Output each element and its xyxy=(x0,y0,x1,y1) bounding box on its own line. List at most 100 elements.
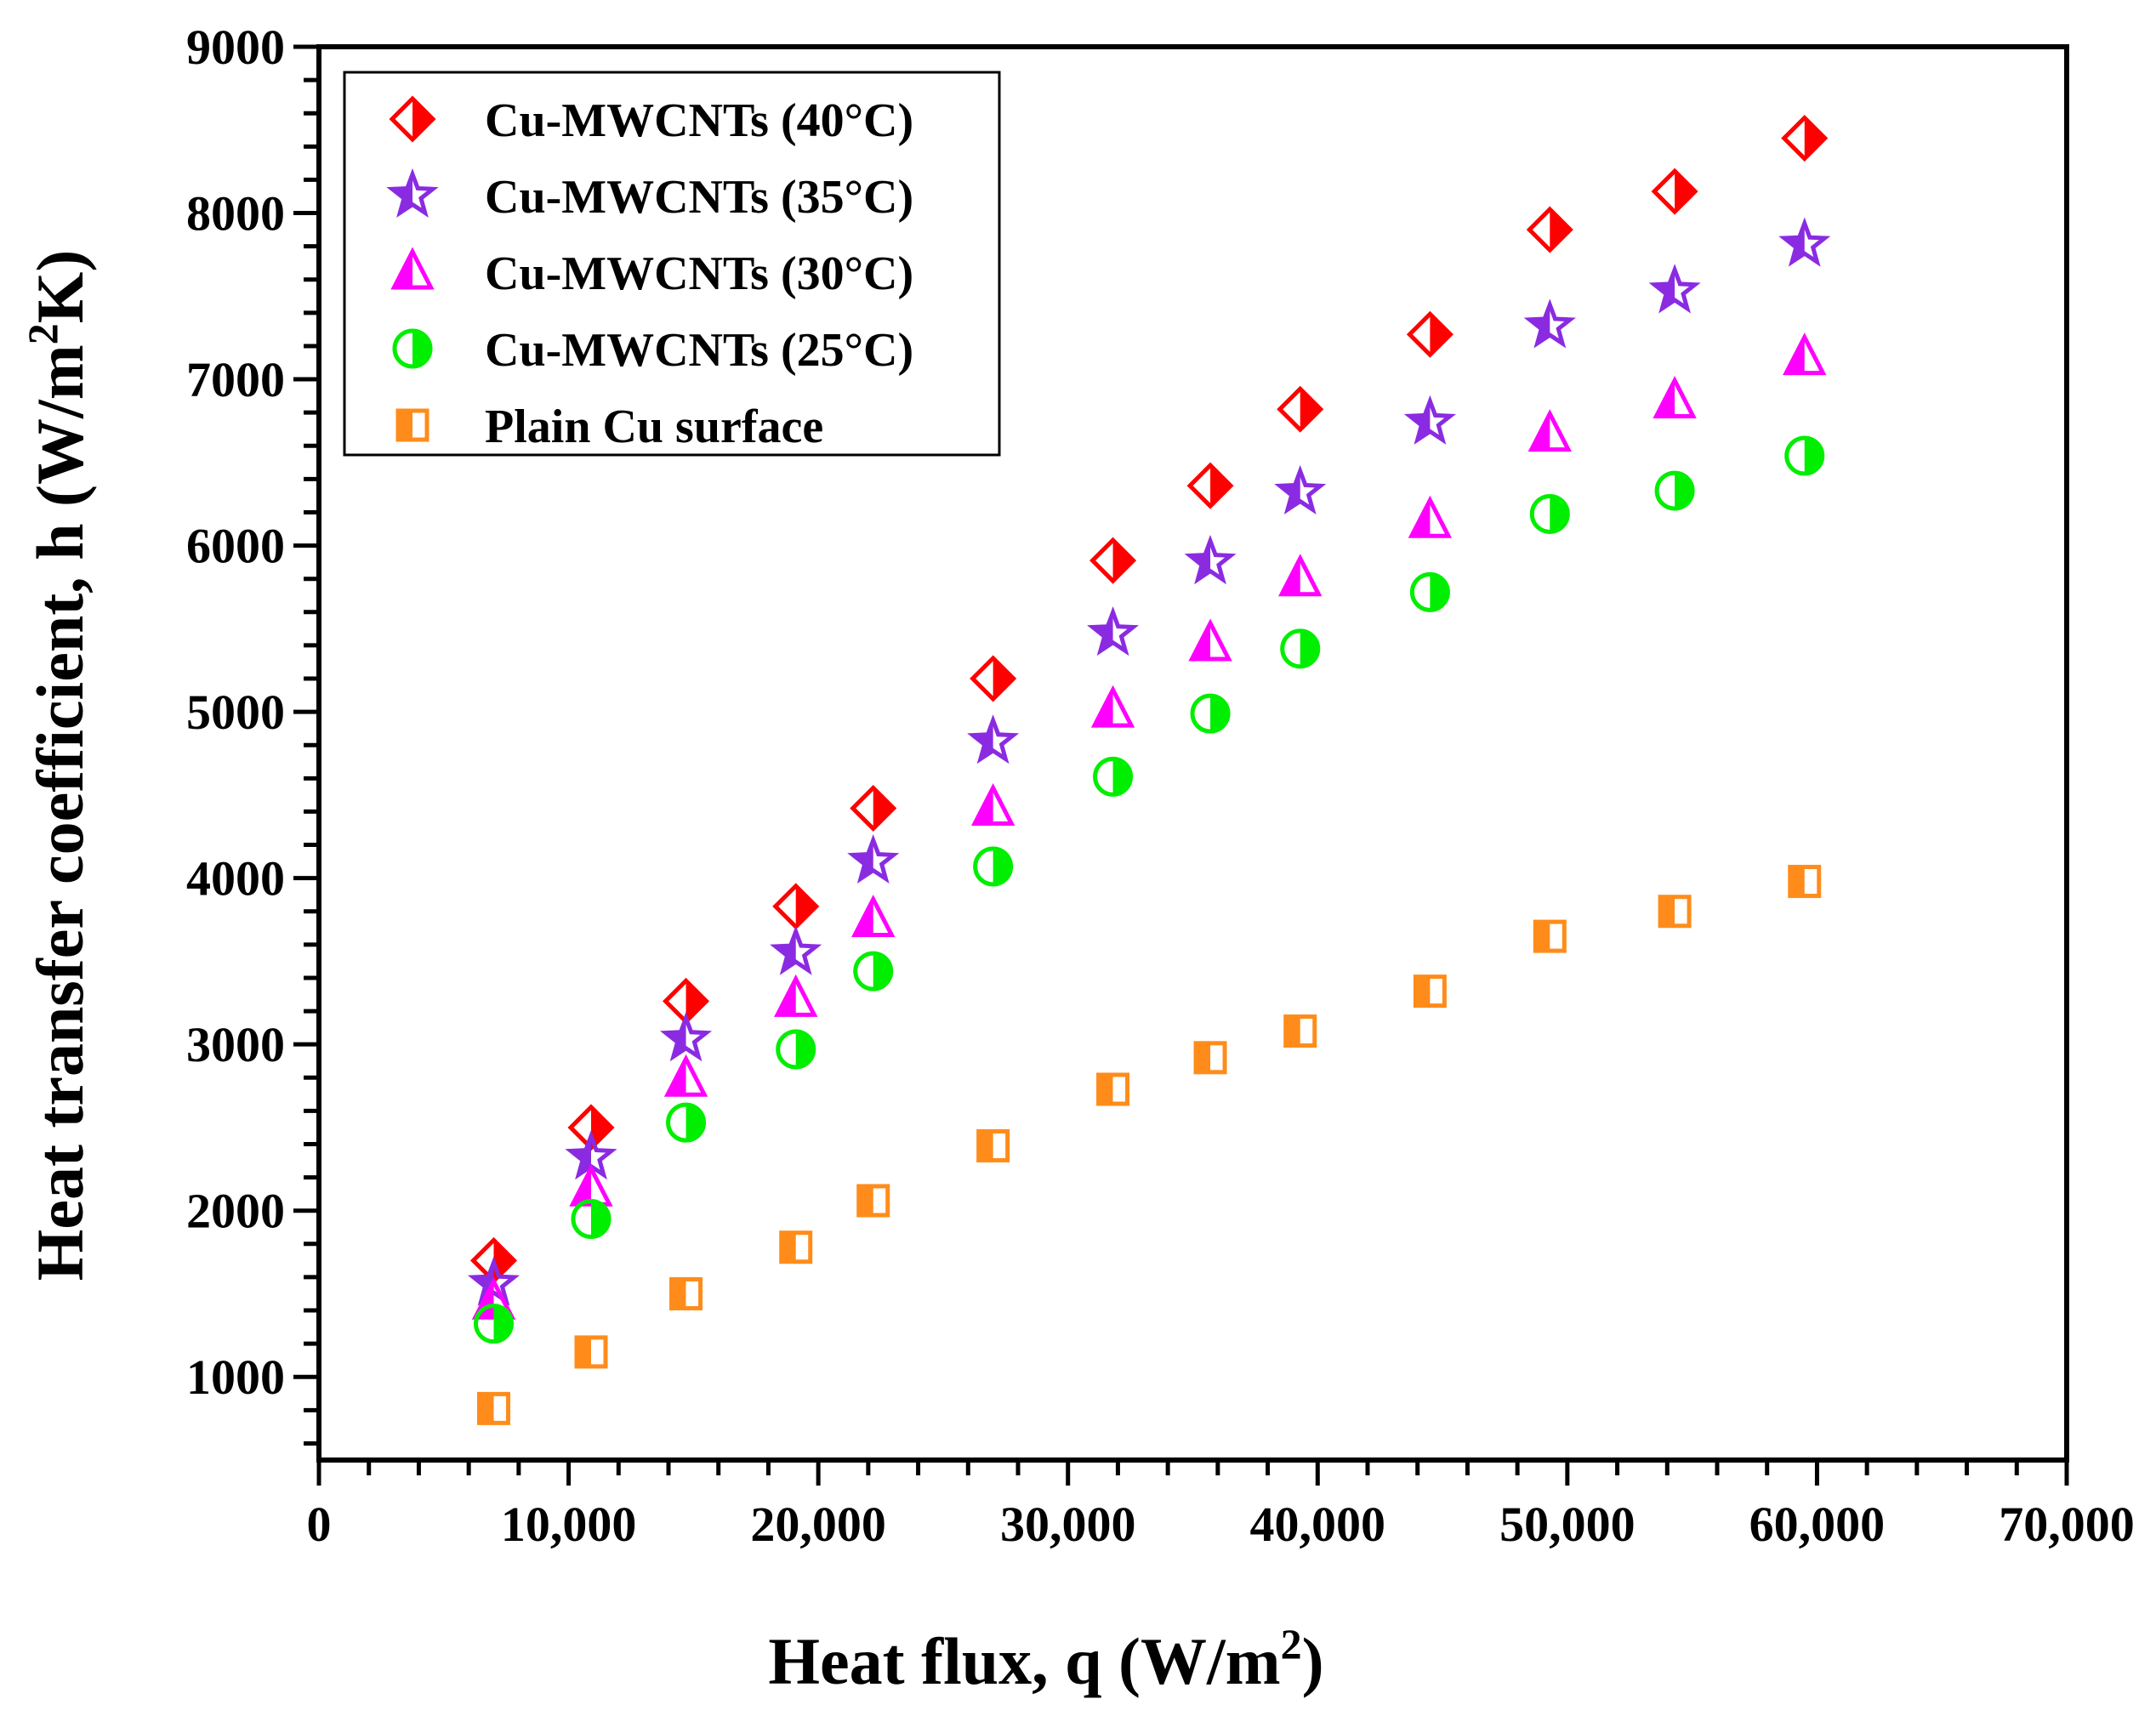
marker-fill xyxy=(1098,1074,1113,1104)
marker-outline xyxy=(770,925,822,975)
axes-group: 0 10,000 20,000 30,000 40,000 50,000 60,000 70,… xyxy=(186,20,2135,1552)
data-point xyxy=(1096,1072,1130,1106)
x-tick-label: 40,000 xyxy=(1250,1497,1386,1552)
marker-fill xyxy=(1789,867,1805,896)
y-tick-label: 7000 xyxy=(186,352,285,407)
marker-fill xyxy=(978,1131,993,1161)
data-point xyxy=(1778,217,1831,267)
data-points-group xyxy=(467,115,1831,1425)
marker-outline xyxy=(389,95,436,143)
marker-fill xyxy=(1192,622,1211,659)
data-point xyxy=(1408,495,1453,538)
marker-outline xyxy=(390,247,435,290)
marker-outline xyxy=(1778,217,1831,267)
y-axis-title: Heat transfer coefficient, h (W/m2K) xyxy=(19,250,97,1281)
marker-fill xyxy=(1531,413,1550,450)
data-point xyxy=(1406,310,1453,358)
marker-outline xyxy=(1653,376,1697,418)
marker-fill xyxy=(781,1232,796,1262)
data-point xyxy=(1283,1014,1317,1048)
marker-outline xyxy=(669,1276,703,1310)
marker-outline xyxy=(1408,495,1453,538)
y-tick-label: 2000 xyxy=(186,1184,285,1239)
marker-fill xyxy=(1654,270,1675,309)
marker-fill xyxy=(1535,922,1550,952)
data-point xyxy=(856,1184,890,1218)
data-point xyxy=(1529,493,1570,534)
marker-fill xyxy=(1784,223,1805,262)
data-point xyxy=(1274,464,1327,514)
marker-outline xyxy=(1523,298,1576,349)
marker-outline xyxy=(1087,606,1140,656)
data-point xyxy=(973,846,1014,887)
x-tick-label: 20,000 xyxy=(750,1497,886,1552)
marker-outline xyxy=(1648,264,1701,314)
marker-outline xyxy=(1184,534,1237,585)
data-point xyxy=(660,1012,713,1062)
y-tick-label: 1000 xyxy=(186,1350,285,1405)
legend: Cu-MWCNTs (40°C) Cu-MWCNTs (35°C) Cu-MWCNT… xyxy=(343,71,1001,457)
data-point xyxy=(970,655,1017,702)
marker-fill xyxy=(671,1279,686,1309)
marker-outline xyxy=(1280,628,1321,669)
marker-outline xyxy=(970,655,1017,702)
marker-fill xyxy=(1094,690,1113,726)
marker-outline xyxy=(850,784,897,832)
data-point xyxy=(1087,606,1140,656)
marker-outline xyxy=(1413,974,1447,1009)
y-tick-label: 3000 xyxy=(186,1017,285,1072)
data-point xyxy=(1783,332,1827,376)
data-point xyxy=(666,1102,707,1143)
data-point xyxy=(1093,756,1134,797)
legend-label: Plain Cu surface xyxy=(485,401,823,453)
marker-fill xyxy=(590,1106,612,1148)
marker-fill xyxy=(777,979,796,1015)
marker-fill xyxy=(412,99,433,139)
marker-outline xyxy=(395,408,429,442)
data-point xyxy=(1277,385,1324,433)
marker-fill xyxy=(1282,558,1300,594)
marker-outline xyxy=(1090,685,1135,728)
marker-outline xyxy=(1277,385,1324,433)
marker-outline xyxy=(776,1029,816,1070)
marker-fill xyxy=(1430,314,1451,355)
data-point xyxy=(1190,693,1231,734)
marker-outline xyxy=(976,1128,1010,1162)
marker-outline xyxy=(851,895,896,938)
marker-outline xyxy=(666,1102,707,1143)
marker-outline xyxy=(1654,470,1695,511)
marker-fill xyxy=(1190,541,1211,580)
data-point xyxy=(1527,409,1573,452)
marker-fill xyxy=(667,1059,686,1095)
marker-fill xyxy=(1092,612,1113,651)
x-tick-label: 30,000 xyxy=(1000,1497,1136,1552)
data-point xyxy=(1523,298,1576,349)
data-point xyxy=(1654,470,1695,511)
marker-fill xyxy=(873,787,894,829)
marker-outline xyxy=(1788,865,1822,899)
marker-fill xyxy=(1280,471,1300,510)
marker-fill xyxy=(1415,976,1431,1006)
marker-fill xyxy=(1550,209,1571,251)
marker-fill xyxy=(665,1018,686,1057)
marker-outline xyxy=(386,168,439,218)
marker-fill xyxy=(1409,401,1431,440)
data-point xyxy=(1193,1041,1227,1075)
legend-marker xyxy=(386,168,439,218)
marker-fill xyxy=(1300,389,1321,430)
legend-marker xyxy=(395,408,429,442)
data-point xyxy=(1526,206,1573,253)
series-diamond xyxy=(469,115,1829,1284)
marker-fill xyxy=(392,174,412,213)
y-tick-label: 9000 xyxy=(186,20,285,75)
marker-outline xyxy=(779,1230,813,1264)
marker-outline xyxy=(574,1335,608,1369)
legend-label: Cu-MWCNTs (35°C) xyxy=(485,171,913,224)
marker-fill xyxy=(1285,1016,1300,1046)
marker-outline xyxy=(1781,115,1829,162)
data-point xyxy=(770,925,822,975)
marker-outline xyxy=(663,1054,708,1097)
x-tick-label: 0 xyxy=(307,1497,332,1552)
data-point xyxy=(779,1230,813,1264)
marker-fill xyxy=(1210,465,1232,507)
